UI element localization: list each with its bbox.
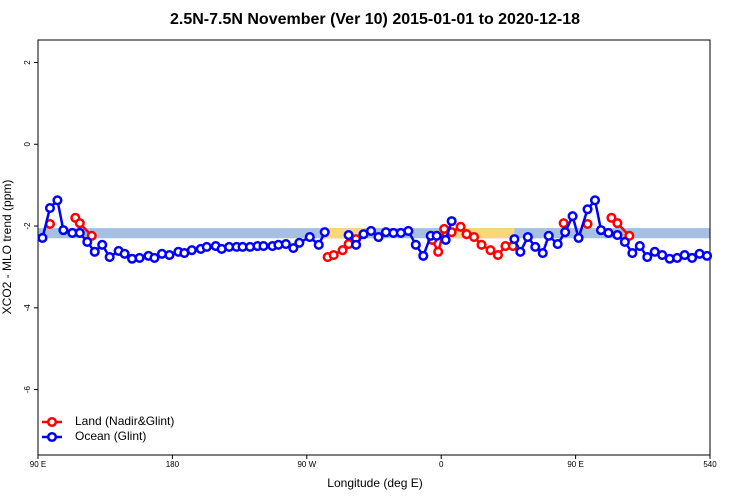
data-point [560, 227, 571, 238]
x-tick-label: 0 [439, 460, 444, 469]
data-point [37, 232, 48, 243]
data-point [657, 250, 668, 261]
y-tick-label: -4 [23, 304, 32, 312]
data-point [701, 250, 713, 261]
data-point [558, 218, 569, 229]
data-point [52, 195, 63, 206]
chart-title: 2.5N-7.5N November (Ver 10) 2015-01-01 t… [170, 11, 580, 28]
data-point [627, 247, 638, 259]
x-tick-label: 540 [703, 460, 717, 469]
legend-label: Ocean (Glint) [75, 429, 146, 443]
data-point [543, 230, 554, 241]
data-point [582, 204, 593, 215]
data-point [431, 230, 442, 241]
data-point [455, 221, 466, 232]
x-axis-label: Longitude (deg E) [327, 476, 422, 490]
data-point [89, 246, 100, 257]
data-point [186, 245, 197, 256]
data-point [530, 241, 541, 252]
data-point [606, 212, 617, 223]
data-point [573, 232, 584, 243]
data-point [603, 227, 614, 239]
data-point [201, 241, 212, 252]
data-point [373, 232, 384, 243]
data-point [687, 252, 698, 263]
data-point [440, 234, 451, 245]
data-point [319, 227, 330, 238]
data-point [149, 252, 160, 263]
data-point [164, 250, 175, 261]
legend-marker [46, 416, 58, 428]
data-point [410, 239, 421, 250]
data-point [280, 238, 291, 250]
data-point [492, 250, 503, 261]
data-point [351, 239, 362, 250]
y-tick-label: 2 [23, 60, 32, 65]
data-point [589, 195, 601, 206]
data-point [522, 232, 533, 243]
data-point [403, 225, 414, 236]
data-point [515, 246, 526, 257]
data-point [343, 229, 354, 241]
data-point [58, 225, 69, 236]
x-tick-label: 90 E [567, 460, 583, 469]
y-tick-label: -2 [23, 222, 32, 230]
legend-marker [46, 431, 58, 443]
data-point [433, 246, 444, 257]
data-point [365, 225, 377, 236]
data-point [82, 236, 93, 248]
data-point [97, 239, 108, 250]
data-point [619, 236, 630, 248]
x-tick-label: 180 [166, 460, 180, 469]
data-point [446, 216, 457, 227]
data-point [288, 243, 299, 254]
y-tick-label: -6 [23, 385, 32, 393]
data-point [567, 211, 578, 222]
x-tick-label: 90 E [30, 460, 46, 469]
plot-frame [37, 39, 711, 456]
y-axis-label: XCO2 - MLO trend (ppm) [0, 180, 14, 315]
data-point [476, 239, 487, 250]
data-point [104, 252, 115, 263]
data-point [134, 252, 145, 263]
data-point [642, 252, 653, 263]
data-point [294, 237, 305, 248]
data-point [537, 247, 548, 259]
data-point [313, 239, 324, 250]
data-point [612, 218, 623, 229]
x-tick-label: 90 W [297, 460, 316, 469]
data-point [337, 245, 348, 256]
data-point [509, 234, 520, 245]
data-point [552, 238, 563, 250]
data-point [74, 218, 85, 229]
data-point [304, 232, 315, 243]
data-point [328, 250, 339, 261]
data-point [418, 250, 429, 261]
data-point [44, 202, 55, 214]
data-point [258, 241, 269, 252]
y-tick-label: 0 [23, 141, 32, 146]
data-point [634, 241, 645, 252]
data-point [485, 245, 496, 256]
data-point [469, 232, 480, 243]
legend-label: Land (Nadir&Glint) [75, 414, 174, 428]
data-point [74, 227, 85, 239]
data-point [612, 229, 623, 241]
data-point [119, 248, 130, 259]
